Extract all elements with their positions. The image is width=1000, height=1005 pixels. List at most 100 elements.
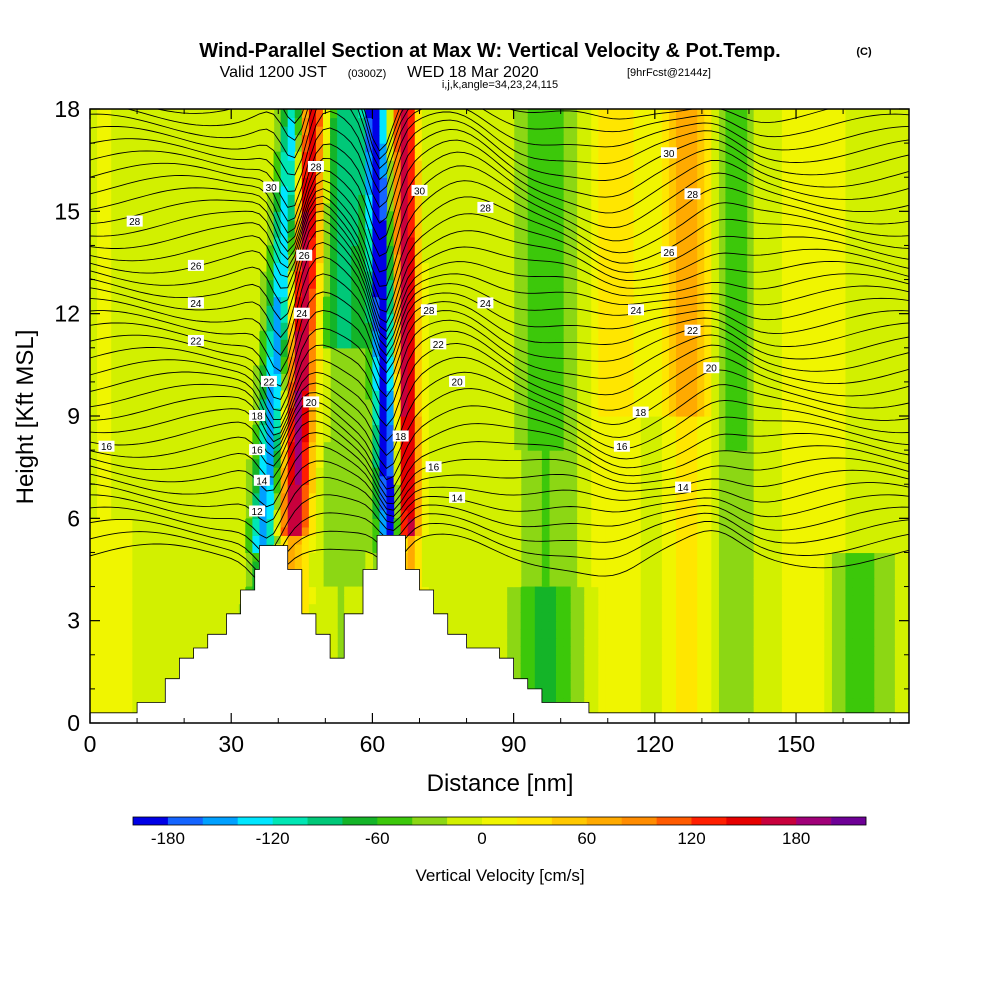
- velocity-cell: [485, 322, 494, 332]
- velocity-cell: [118, 654, 126, 664]
- velocity-cell: [548, 416, 557, 426]
- velocity-cell: [478, 509, 486, 519]
- velocity-cell: [506, 475, 515, 485]
- velocity-cell: [104, 603, 112, 613]
- velocity-cell: [810, 646, 818, 656]
- velocity-cell: [605, 620, 614, 630]
- velocity-cell: [767, 373, 776, 383]
- velocity-cell: [231, 305, 239, 315]
- velocity-cell: [887, 441, 896, 451]
- velocity-cell: [803, 492, 811, 502]
- velocity-cell: [676, 671, 684, 681]
- velocity-cell: [859, 501, 868, 511]
- velocity-cell: [817, 620, 825, 630]
- velocity-cell: [435, 518, 444, 528]
- velocity-cell: [548, 671, 557, 681]
- velocity-cell: [167, 381, 176, 392]
- velocity-cell: [887, 526, 896, 536]
- velocity-cell: [231, 595, 239, 605]
- velocity-cell: [464, 390, 472, 400]
- velocity-cell: [541, 526, 550, 536]
- velocity-cell: [647, 578, 656, 588]
- velocity-cell: [661, 407, 670, 417]
- velocity-cell: [506, 450, 515, 460]
- velocity-cell: [478, 578, 486, 588]
- velocity-cell: [146, 569, 155, 579]
- velocity-cell: [901, 390, 909, 400]
- velocity-cell: [697, 552, 705, 562]
- velocity-cell: [513, 518, 522, 528]
- velocity-cell: [555, 416, 564, 426]
- velocity-cell: [619, 646, 628, 656]
- velocity-cell: [725, 381, 734, 392]
- velocity-cell: [753, 646, 762, 656]
- velocity-cell: [435, 313, 444, 323]
- velocity-cell: [217, 467, 225, 477]
- velocity-cell: [605, 646, 614, 656]
- velocity-cell: [873, 381, 882, 392]
- velocity-cell: [167, 578, 176, 588]
- velocity-cell: [541, 569, 550, 579]
- velocity-cell: [817, 296, 825, 306]
- velocity-cell: [781, 612, 790, 622]
- velocity-cell: [527, 407, 536, 417]
- velocity-cell: [563, 637, 571, 647]
- velocity-cell: [901, 595, 909, 605]
- velocity-cell: [817, 450, 825, 460]
- velocity-cell: [781, 424, 790, 434]
- velocity-cell: [647, 364, 656, 374]
- velocity-cell: [817, 595, 825, 605]
- velocity-cell: [626, 424, 635, 434]
- velocity-cell: [796, 552, 804, 562]
- velocity-cell: [167, 313, 176, 323]
- velocity-cell: [605, 603, 614, 613]
- velocity-cell: [548, 330, 557, 340]
- velocity-cell: [428, 296, 437, 306]
- velocity-cell: [541, 381, 550, 392]
- velocity-cell: [358, 322, 366, 332]
- velocity-cell: [118, 313, 126, 323]
- velocity-cell: [195, 322, 204, 332]
- velocity-cell: [661, 680, 670, 690]
- velocity-cell: [485, 475, 494, 485]
- velocity-cell: [104, 629, 112, 639]
- velocity-cell: [104, 663, 112, 673]
- velocity-cell: [591, 552, 599, 562]
- velocity-cell: [591, 501, 599, 511]
- velocity-cell: [386, 475, 395, 485]
- velocity-cell: [548, 313, 557, 323]
- velocity-cell: [132, 407, 141, 417]
- velocity-cell: [760, 595, 769, 605]
- velocity-cell: [584, 450, 592, 460]
- velocity-cell: [753, 450, 762, 460]
- velocity-cell: [287, 390, 296, 400]
- velocity-cell: [231, 322, 239, 332]
- velocity-cell: [704, 450, 712, 460]
- velocity-cell: [188, 373, 197, 383]
- velocity-cell: [591, 629, 599, 639]
- velocity-cell: [732, 339, 741, 349]
- velocity-cell: [125, 390, 133, 400]
- velocity-cell: [301, 552, 310, 562]
- velocity-cell: [217, 390, 225, 400]
- velocity-cell: [464, 424, 472, 434]
- velocity-cell: [661, 560, 670, 571]
- velocity-cell: [322, 339, 331, 349]
- velocity-cell: [683, 543, 691, 554]
- velocity-cell: [174, 407, 183, 417]
- velocity-cell: [202, 441, 211, 451]
- velocity-cell: [450, 398, 458, 409]
- velocity-cell: [541, 671, 550, 681]
- velocity-cell: [294, 347, 303, 357]
- velocity-cell: [774, 680, 783, 690]
- velocity-cell: [788, 305, 797, 315]
- velocity-cell: [852, 364, 861, 374]
- velocity-cell: [584, 603, 592, 613]
- velocity-cell: [365, 322, 374, 332]
- velocity-cell: [704, 629, 712, 639]
- velocity-cell: [577, 364, 585, 374]
- velocity-cell: [153, 475, 162, 485]
- velocity-cell: [485, 330, 494, 340]
- velocity-cell: [803, 637, 811, 647]
- velocity-cell: [365, 373, 374, 383]
